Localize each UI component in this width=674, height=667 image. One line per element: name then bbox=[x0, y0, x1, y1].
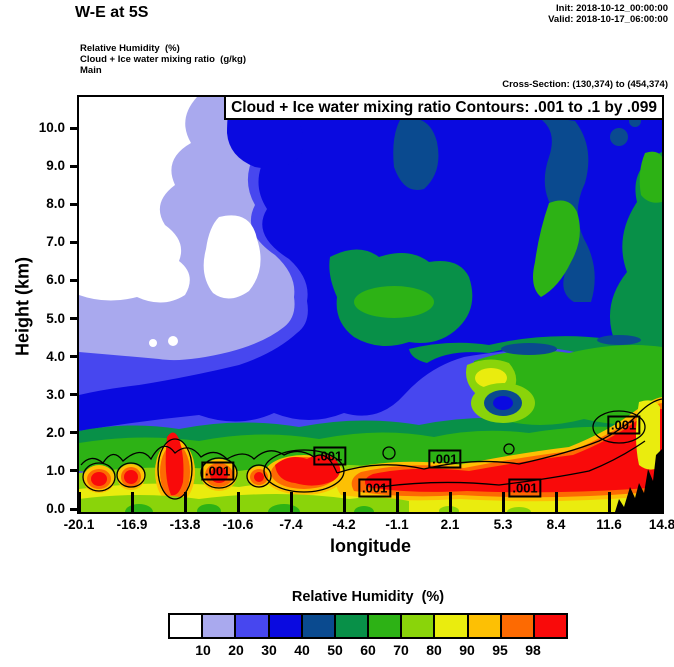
legend-value-label: 20 bbox=[228, 642, 244, 658]
field-label-rh: Relative Humidity (%) bbox=[80, 43, 180, 54]
cross-section-coords: Cross-Section: (130,374) to (454,374) bbox=[502, 79, 668, 90]
legend-color-cell bbox=[501, 615, 535, 637]
legend-value-label: 98 bbox=[525, 642, 541, 658]
y-tick-mark bbox=[70, 278, 79, 282]
x-tick-label: -7.4 bbox=[279, 517, 303, 532]
x-tick-label: 2.1 bbox=[440, 517, 460, 532]
y-tick-label: 0.0 bbox=[46, 501, 65, 516]
legend-value-label: 50 bbox=[327, 642, 343, 658]
x-tick-label: -10.6 bbox=[222, 517, 254, 532]
x-tick-mark bbox=[607, 492, 611, 512]
terrain-silhouette bbox=[615, 449, 662, 512]
legend-color-cell bbox=[335, 615, 370, 637]
y-tick-label: 3.0 bbox=[46, 386, 65, 402]
contour-value-label: .001 bbox=[358, 478, 392, 498]
contour-value-label: .001 bbox=[200, 461, 235, 481]
x-tick-mark bbox=[342, 492, 346, 512]
legend-color-cell bbox=[170, 615, 204, 637]
y-tick-mark bbox=[70, 393, 79, 397]
legend-value-label: 60 bbox=[360, 642, 376, 658]
legend-color-cell bbox=[402, 615, 436, 637]
legend-color-cell bbox=[236, 615, 270, 637]
x-tick-mark bbox=[448, 492, 452, 512]
x-axis-title: longitude bbox=[330, 536, 411, 556]
x-tick-mark bbox=[236, 492, 240, 512]
y-tick-label: 1.0 bbox=[46, 462, 65, 478]
x-tick-label: -4.2 bbox=[332, 517, 356, 532]
y-tick-mark bbox=[70, 355, 79, 359]
y-tick-mark bbox=[70, 507, 79, 511]
x-tick-mark bbox=[130, 492, 134, 512]
page-title: W-E at 5S bbox=[75, 4, 149, 21]
x-tick-label: 8.4 bbox=[546, 517, 566, 532]
filled-contour-field bbox=[79, 97, 662, 512]
y-tick-label: 5.0 bbox=[46, 310, 65, 326]
contour-value-label: .001 bbox=[312, 446, 347, 466]
legend-value-label: 95 bbox=[492, 642, 508, 658]
y-tick-mark bbox=[70, 202, 79, 206]
x-tick-mark bbox=[501, 492, 505, 512]
y-tick-label: 6.0 bbox=[46, 272, 65, 288]
contour-value-label: .001 bbox=[606, 415, 641, 435]
legend-value-label: 40 bbox=[294, 642, 310, 658]
y-tick-label: 10.0 bbox=[38, 120, 65, 135]
legend-color-cell bbox=[269, 615, 303, 637]
y-tick-label: 4.0 bbox=[46, 348, 65, 364]
x-tick-label: -20.1 bbox=[63, 517, 95, 532]
field-label-domain: Main bbox=[80, 65, 102, 76]
legend-colorbar bbox=[168, 613, 568, 639]
contour-value-label: .001 bbox=[508, 478, 542, 498]
y-tick-label: 2.0 bbox=[46, 424, 65, 440]
contour-value-label: .001 bbox=[428, 449, 462, 469]
y-tick-label: 8.0 bbox=[46, 196, 65, 212]
legend-color-cell bbox=[468, 615, 502, 637]
legend-color-cell bbox=[534, 615, 567, 637]
legend-value-label: 80 bbox=[426, 642, 442, 658]
y-tick-label: 9.0 bbox=[46, 158, 65, 174]
x-tick-label: 11.6 bbox=[596, 517, 622, 532]
legend-title: Relative Humidity (%) bbox=[291, 589, 445, 605]
x-tick-mark bbox=[660, 492, 664, 512]
y-tick-mark bbox=[70, 126, 79, 130]
y-tick-mark bbox=[70, 431, 79, 435]
x-tick-mark bbox=[77, 492, 81, 512]
legend-value-label: 70 bbox=[393, 642, 409, 658]
legend-value-label: 90 bbox=[459, 642, 475, 658]
y-tick-mark bbox=[70, 240, 79, 244]
legend-color-cell bbox=[203, 615, 237, 637]
init-timestamp: Init: 2018-10-12_00:00:00 bbox=[556, 3, 668, 14]
x-tick-mark bbox=[289, 492, 293, 512]
x-tick-label: -13.8 bbox=[169, 517, 201, 532]
y-tick-mark bbox=[70, 469, 79, 473]
valid-timestamp: Valid: 2018-10-17_06:00:00 bbox=[548, 14, 668, 25]
contour-info-box: Cloud + Ice water mixing ratio Contours:… bbox=[224, 95, 664, 120]
y-tick-mark bbox=[70, 317, 79, 320]
field-label-cloud-ice: Cloud + Ice water mixing ratio (g/kg) bbox=[80, 54, 247, 65]
x-tick-label: -16.9 bbox=[116, 517, 148, 532]
x-tick-mark bbox=[395, 492, 399, 512]
plot-area: Cloud + Ice water mixing ratio Contours:… bbox=[77, 95, 664, 514]
legend-color-cell bbox=[369, 615, 403, 637]
x-tick-label: 5.3 bbox=[493, 517, 513, 532]
x-tick-mark bbox=[554, 492, 558, 512]
x-tick-mark bbox=[183, 492, 187, 512]
x-tick-label: 14.8 bbox=[648, 517, 674, 532]
legend-value-label: 30 bbox=[261, 642, 277, 658]
legend-color-cell bbox=[435, 615, 469, 637]
y-tick-mark bbox=[70, 164, 79, 168]
legend-color-cell bbox=[302, 615, 336, 637]
cloud-contour-lines bbox=[80, 398, 662, 500]
x-tick-label: -1.1 bbox=[385, 517, 409, 532]
y-tick-label: 7.0 bbox=[46, 234, 65, 250]
legend-value-label: 10 bbox=[195, 642, 211, 658]
